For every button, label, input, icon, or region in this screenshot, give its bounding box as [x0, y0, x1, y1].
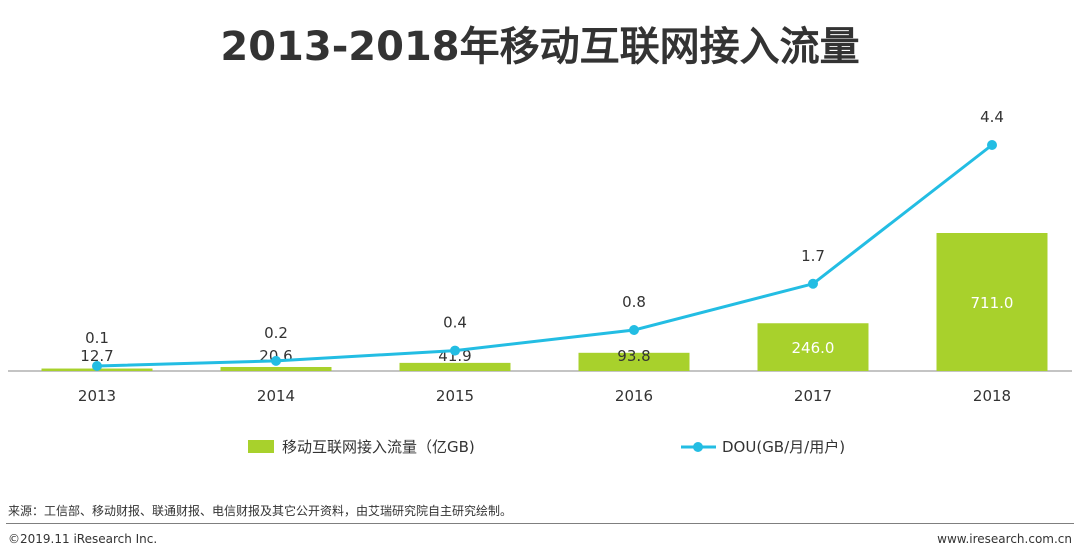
- website-link[interactable]: www.iresearch.com.cn: [937, 532, 1072, 546]
- dou-label-2014: 0.2: [264, 324, 288, 342]
- x-tick-2016: 2016: [615, 387, 653, 405]
- dou-point-2017: [808, 278, 818, 289]
- dou-series-points: [92, 140, 997, 371]
- dou-point-2015: [450, 345, 460, 356]
- legend: 移动互联网接入流量（亿GB) DOU(GB/月/用户): [248, 438, 845, 456]
- bar-2018: [936, 233, 1048, 371]
- x-tick-2015: 2015: [436, 387, 474, 405]
- dou-label-2016: 0.8: [622, 293, 646, 311]
- bar-label-2016: 93.8: [617, 347, 650, 365]
- dou-label-2017: 1.7: [801, 247, 825, 265]
- dou-label-2015: 0.4: [443, 314, 467, 332]
- chart-title: 2013-2018年移动互联网接入流量: [220, 24, 860, 70]
- x-tick-2013: 2013: [78, 387, 116, 405]
- x-tick-2018: 2018: [973, 387, 1011, 405]
- dou-series-line: [96, 143, 993, 368]
- x-tick-2014: 2014: [257, 387, 295, 405]
- x-tick-labels: 2013 2014 2015 2016 2017 2018: [78, 387, 1011, 405]
- dou-label-2018: 4.4: [980, 108, 1004, 126]
- legend-bar-label: 移动互联网接入流量（亿GB): [282, 438, 475, 456]
- copyright: ©2019.11 iResearch Inc.: [8, 532, 158, 546]
- source-note: 来源：工信部、移动财报、联通财报、电信财报及其它公开资料，由艾瑞研究院自主研究绘…: [8, 504, 513, 518]
- legend-line-label: DOU(GB/月/用户): [722, 438, 845, 456]
- bar-label-2018: 711.0: [971, 294, 1014, 312]
- legend-bar-swatch: [248, 440, 274, 453]
- bar-label-2017: 246.0: [792, 339, 835, 357]
- bar-2016: [578, 352, 690, 371]
- dou-value-labels: 0.1 0.2 0.4 0.8 1.7 4.4: [85, 108, 1004, 347]
- dou-point-2018: [987, 140, 997, 150]
- dou-point-2013: [92, 361, 102, 371]
- bar-series: [41, 233, 1048, 371]
- dou-point-2016: [629, 325, 639, 336]
- bar-2017: [757, 323, 869, 371]
- footer-divider: [6, 523, 1074, 524]
- bar-2015: [399, 362, 511, 371]
- legend-line-dot: [693, 442, 703, 452]
- x-tick-2017: 2017: [794, 387, 832, 405]
- dou-point-2014: [271, 355, 281, 366]
- dou-label-2013: 0.1: [85, 329, 109, 347]
- bar-2014: [220, 367, 332, 371]
- bar-label-2013: 12.7: [80, 347, 113, 365]
